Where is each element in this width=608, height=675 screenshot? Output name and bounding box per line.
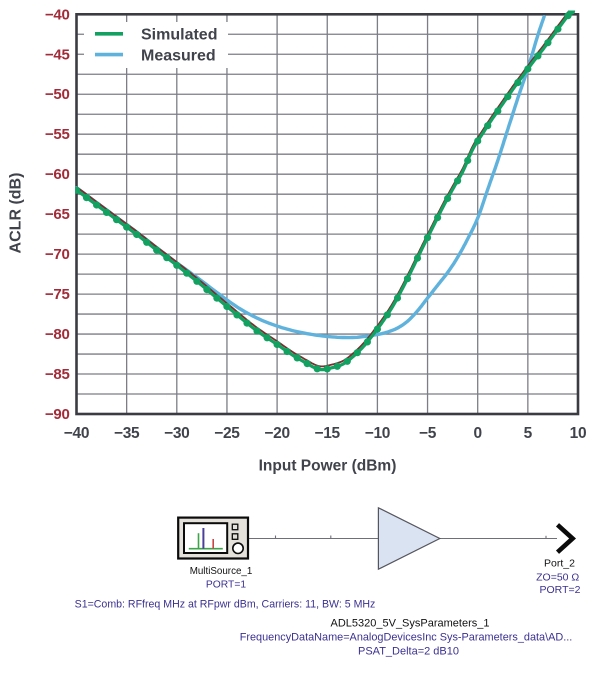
svg-text:S1=Comb: RFfreq MHz at RFpwr d: S1=Comb: RFfreq MHz at RFpwr dBm, Carrie…	[75, 598, 376, 610]
svg-text:−30: −30	[164, 425, 189, 442]
svg-text:Simulated: Simulated	[141, 27, 217, 44]
svg-text:−40: −40	[45, 6, 70, 23]
svg-text:−35: −35	[114, 425, 140, 442]
svg-text:−60: −60	[45, 166, 70, 183]
svg-text:Input Power (dBm): Input Power (dBm)	[259, 458, 397, 475]
svg-text:PORT=1: PORT=1	[206, 580, 246, 591]
svg-text:PSAT_Delta=2 dB10: PSAT_Delta=2 dB10	[358, 646, 459, 658]
svg-text:−5: −5	[419, 425, 437, 442]
svg-text:MultiSource_1: MultiSource_1	[190, 566, 253, 577]
svg-text:−45: −45	[45, 46, 70, 63]
svg-text:−50: −50	[45, 86, 70, 103]
svg-text:−80: −80	[45, 326, 70, 343]
svg-text:−40: −40	[64, 425, 89, 442]
svg-text:FrequencyDataName=AnalogDevice: FrequencyDataName=AnalogDevicesInc Sys-P…	[240, 631, 573, 643]
svg-text:−85: −85	[45, 366, 70, 383]
svg-text:−10: −10	[365, 425, 390, 442]
svg-text:−70: −70	[45, 246, 70, 263]
svg-text:−90: −90	[45, 406, 70, 423]
svg-text:−15: −15	[314, 425, 340, 442]
svg-text:Measured: Measured	[141, 47, 216, 64]
svg-text:ZO=50 Ω: ZO=50 Ω	[536, 572, 579, 584]
svg-text:ACLR (dB): ACLR (dB)	[8, 173, 25, 254]
svg-text:−65: −65	[45, 206, 70, 223]
svg-text:ADL5320_5V_SysParameters_1: ADL5320_5V_SysParameters_1	[331, 618, 490, 630]
svg-text:−75: −75	[45, 286, 70, 303]
svg-text:10: 10	[570, 425, 587, 442]
svg-text:0: 0	[474, 425, 482, 442]
svg-text:5: 5	[524, 425, 533, 442]
svg-text:−20: −20	[264, 425, 289, 442]
svg-text:Port_2: Port_2	[544, 558, 575, 570]
svg-text:−55: −55	[45, 126, 70, 143]
svg-text:PORT=2: PORT=2	[540, 584, 581, 596]
svg-text:−25: −25	[214, 425, 240, 442]
